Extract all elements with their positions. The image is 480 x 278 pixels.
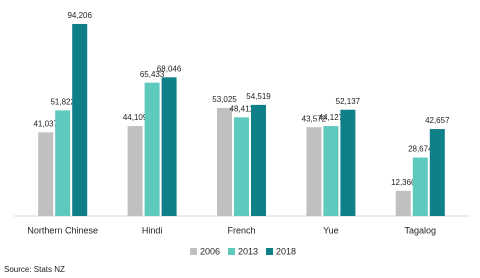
bar — [340, 109, 356, 216]
value-label: 44,109 — [123, 113, 148, 122]
value-label: 44,127 — [319, 113, 344, 122]
value-label: 51,822 — [50, 97, 75, 106]
value-label: 42,657 — [425, 116, 450, 125]
bar — [72, 24, 88, 216]
value-label: 94,206 — [67, 11, 92, 20]
x-tick-label: Northern Chinese — [27, 225, 98, 235]
bar — [412, 157, 428, 216]
legend-swatch — [266, 248, 273, 255]
bar — [234, 117, 249, 216]
bar — [395, 190, 411, 216]
legend-label: 2006 — [200, 246, 220, 256]
value-label: 52,137 — [336, 97, 361, 106]
x-tick-label: Hindi — [142, 225, 163, 235]
bar — [217, 107, 232, 216]
source: Source: Stats NZ — [4, 265, 65, 274]
value-label: 12,360 — [391, 178, 416, 187]
x-tick-label: French — [227, 225, 255, 235]
bar — [161, 77, 177, 217]
legend-label: 2018 — [276, 246, 296, 256]
legend-swatch — [228, 248, 235, 255]
value-label: 43,572 — [302, 114, 327, 123]
bar — [323, 126, 339, 216]
bar — [429, 129, 445, 216]
value-label: 48,411 — [230, 104, 254, 113]
value-label: 68,046 — [157, 64, 182, 73]
bar — [306, 127, 322, 216]
legend-swatch — [190, 248, 197, 255]
bar — [55, 110, 71, 216]
value-label: 28,674 — [408, 145, 433, 154]
value-label: 53,025 — [212, 95, 237, 104]
bar — [127, 126, 143, 216]
bar — [251, 104, 266, 216]
value-label: 41,037 — [33, 119, 58, 128]
value-label: 54,519 — [246, 92, 271, 101]
bar — [38, 132, 54, 216]
bar — [144, 82, 160, 216]
value-label: 65,433 — [140, 70, 165, 79]
legend-label: 2013 — [238, 246, 258, 256]
x-tick-label: Yue — [323, 225, 339, 235]
x-tick-label: Tagalog — [405, 225, 437, 235]
